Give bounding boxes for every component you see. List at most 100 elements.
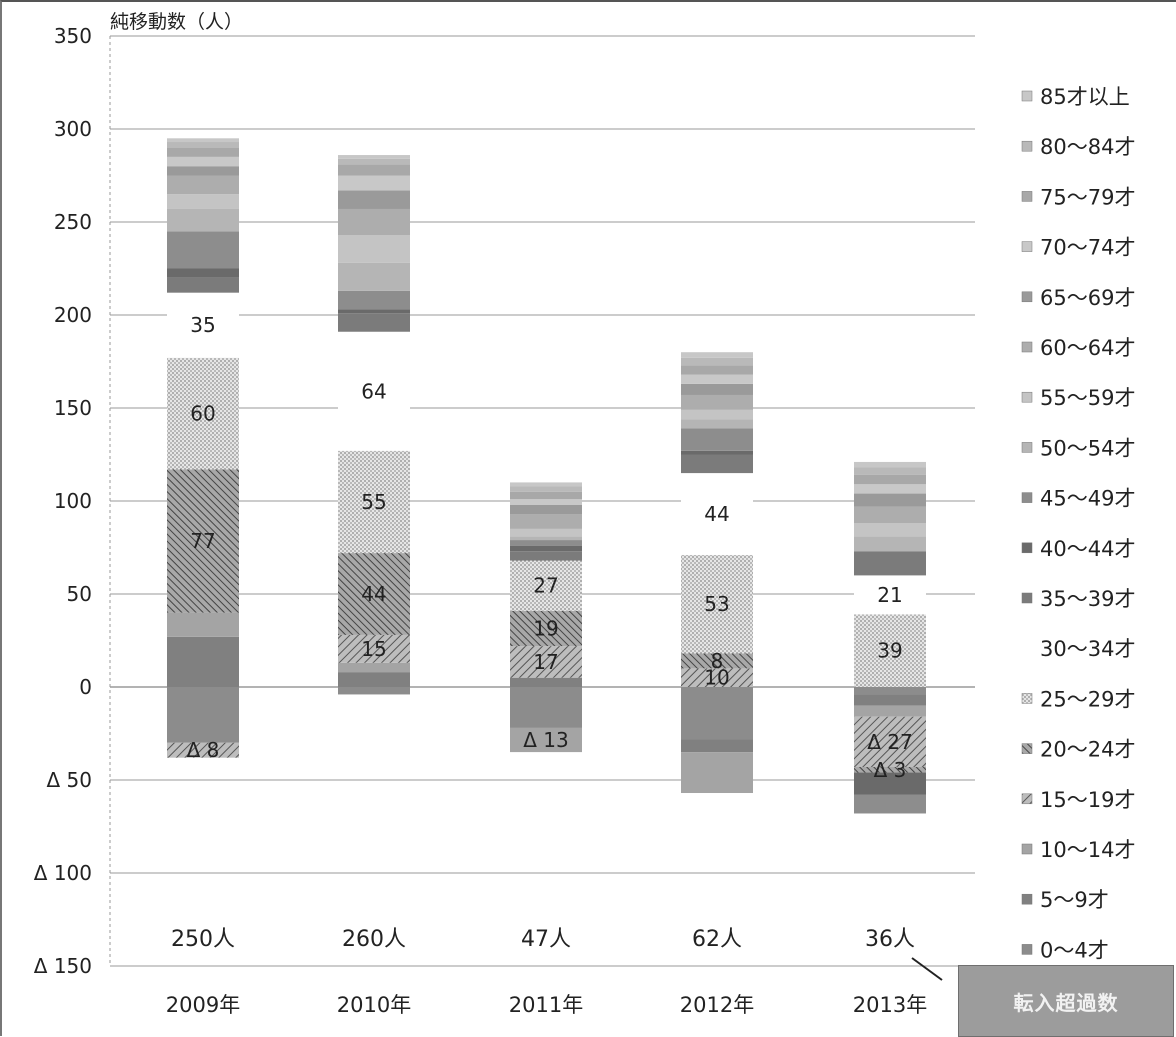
bar-segment bbox=[338, 634, 410, 663]
data-label: 53 bbox=[704, 592, 729, 616]
bar-segment bbox=[167, 742, 239, 758]
bar-segment bbox=[167, 469, 239, 613]
bar-segment bbox=[167, 147, 239, 157]
bar-segment bbox=[681, 653, 753, 669]
x-tick-label: 2010年 bbox=[337, 993, 411, 1017]
legend-swatch bbox=[1021, 291, 1033, 303]
bar-segment bbox=[681, 473, 753, 555]
y-axis-title: 純移動数（人） bbox=[110, 11, 243, 33]
legend-item: 10〜14才 bbox=[1040, 838, 1135, 862]
bar-segment bbox=[510, 646, 582, 678]
bars bbox=[167, 138, 926, 814]
data-label: 27 bbox=[533, 574, 558, 598]
bar-segment bbox=[681, 394, 753, 410]
bar-segment bbox=[167, 194, 239, 209]
category-total-label: 62人 bbox=[692, 927, 742, 952]
legend-item: 45〜49才 bbox=[1040, 487, 1135, 511]
x-tick-label: 2012年 bbox=[680, 993, 754, 1017]
bar-segment bbox=[681, 454, 753, 474]
bar-segment bbox=[167, 175, 239, 195]
bar-segment bbox=[510, 504, 582, 515]
data-label: 17 bbox=[533, 650, 558, 674]
bar-segment bbox=[854, 716, 926, 767]
category-total-label: 47人 bbox=[521, 927, 571, 952]
legend-swatch bbox=[1021, 492, 1033, 503]
legend-swatch bbox=[1021, 743, 1033, 754]
bar-segment bbox=[338, 175, 410, 191]
bar-segment bbox=[510, 677, 582, 687]
bar-segment bbox=[681, 428, 753, 451]
bar-segment bbox=[854, 766, 926, 773]
bar-segment bbox=[338, 262, 410, 291]
data-label: 15 bbox=[361, 637, 386, 661]
data-label: 64 bbox=[361, 379, 386, 403]
bar-segment bbox=[681, 352, 753, 358]
legend-item: 40〜44才 bbox=[1040, 537, 1135, 561]
legend-swatch bbox=[1021, 843, 1033, 855]
y-tick-label: Δ 100 bbox=[34, 861, 92, 885]
bar-segment bbox=[338, 687, 410, 695]
bar-segment bbox=[681, 450, 753, 455]
y-tick-label: 250 bbox=[54, 210, 92, 234]
bar-segment bbox=[338, 208, 410, 236]
legend-swatch bbox=[1021, 592, 1033, 604]
bar-segment bbox=[510, 687, 582, 728]
legend-swatch bbox=[1021, 391, 1033, 403]
bar-segment bbox=[681, 357, 753, 366]
bar-segment bbox=[854, 461, 926, 468]
data-label: Δ 8 bbox=[187, 738, 220, 762]
y-tick-label: Δ 50 bbox=[47, 768, 93, 792]
bar-segment bbox=[854, 614, 926, 687]
bar-segment bbox=[167, 231, 239, 269]
legend-item: 50〜54才 bbox=[1040, 436, 1135, 460]
bar-segment bbox=[681, 409, 753, 420]
bar-segment bbox=[167, 292, 239, 358]
data-label: 39 bbox=[877, 639, 902, 663]
category-total-label: 260人 bbox=[342, 927, 406, 952]
y-tick-label: 50 bbox=[67, 582, 92, 606]
legend-swatch bbox=[1021, 693, 1033, 704]
legend-item: 5〜9才 bbox=[1040, 888, 1109, 912]
y-tick-label: 150 bbox=[54, 396, 92, 420]
y-tick-label: Δ 150 bbox=[34, 954, 92, 978]
bar-segment bbox=[167, 142, 239, 148]
legend-swatch bbox=[1021, 191, 1033, 202]
legend-swatch bbox=[1021, 793, 1033, 805]
y-tick-label: 100 bbox=[54, 489, 92, 513]
callout-line bbox=[911, 957, 943, 981]
legend-item: 60〜64才 bbox=[1040, 336, 1135, 360]
bar-segment bbox=[338, 190, 410, 209]
bar-segment bbox=[510, 482, 582, 487]
legend-swatch bbox=[1021, 944, 1033, 955]
data-label: 55 bbox=[361, 490, 386, 514]
legend-item: 80〜84才 bbox=[1040, 135, 1135, 159]
data-label: 44 bbox=[704, 502, 729, 526]
bar-segment bbox=[510, 499, 582, 505]
bar-segment bbox=[338, 309, 410, 314]
bar-segment bbox=[854, 687, 926, 695]
gridlines bbox=[110, 35, 975, 967]
total-net-inflow-label: 転入超過数 bbox=[958, 965, 1174, 1037]
bar-segment bbox=[338, 313, 410, 332]
bar-segment bbox=[854, 794, 926, 814]
bar-segment bbox=[681, 668, 753, 687]
data-label: 8 bbox=[711, 649, 724, 673]
bar-segment bbox=[338, 290, 410, 310]
bar-segment bbox=[167, 268, 239, 278]
data-label: 35 bbox=[190, 313, 215, 337]
bar-segment bbox=[510, 560, 582, 611]
legend: 85才以上 80〜84才 75〜79才 70〜74才 65〜69才 60〜64才 55〜59… bbox=[1021, 85, 1135, 962]
legend-swatch bbox=[1021, 90, 1033, 102]
bar-segment bbox=[510, 491, 582, 500]
bar-segment bbox=[854, 474, 926, 485]
legend-item: 75〜79才 bbox=[1040, 185, 1135, 209]
bar-segment bbox=[854, 705, 926, 717]
bar-segment bbox=[510, 486, 582, 492]
bar-segment bbox=[338, 672, 410, 687]
axes: 350 300 250 200 150 100 50 0 Δ 50 Δ 100 Δ 150 2009年… bbox=[34, 24, 927, 1017]
bar-segment bbox=[167, 208, 239, 232]
data-label: Δ 3 bbox=[874, 758, 907, 782]
data-label: 10 bbox=[704, 666, 729, 690]
legend-item: 0〜4才 bbox=[1040, 938, 1109, 962]
